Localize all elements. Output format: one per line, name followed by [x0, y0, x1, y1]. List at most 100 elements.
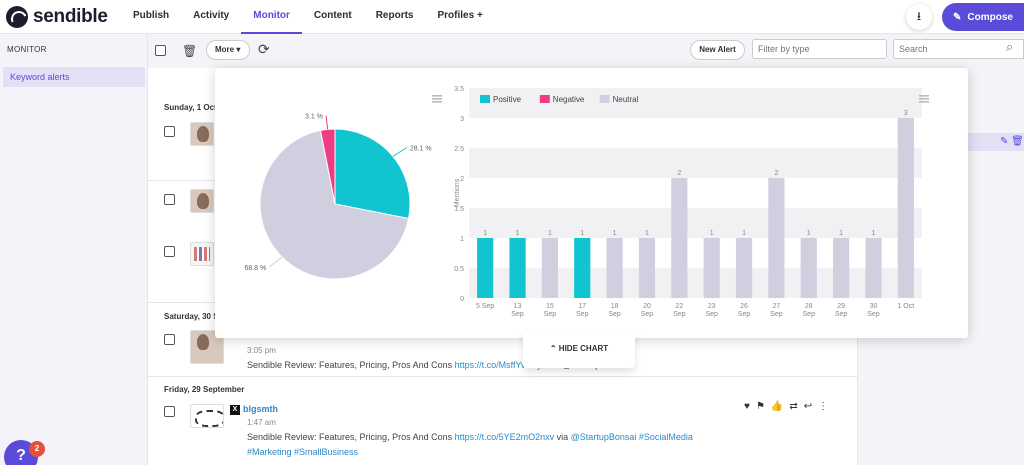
- row-divider: [148, 376, 858, 377]
- date-heading: Friday, 29 September: [164, 385, 245, 394]
- trash-icon[interactable]: 🗑: [182, 44, 198, 58]
- bar-value-label: 1: [645, 230, 649, 237]
- nav-activity[interactable]: Activity: [193, 10, 230, 21]
- sentiment-pie-chart: 28.1 % 68.8 % 3.1 %: [244, 95, 442, 280]
- pie-menu-icon[interactable]: [432, 95, 442, 103]
- nav-monitor[interactable]: Monitor: [241, 0, 302, 34]
- bar-1[interactable]: [509, 238, 526, 298]
- bar-12[interactable]: [865, 238, 882, 298]
- bar-3[interactable]: [574, 238, 591, 298]
- sidebar: MONITOR Keyword alerts: [0, 34, 148, 465]
- row-checkbox[interactable]: [164, 126, 175, 137]
- x-tick-label: Sep: [738, 311, 751, 318]
- x-tick-label: 28: [805, 303, 813, 310]
- upload-button[interactable]: ⭳: [906, 4, 932, 30]
- filter-by-type-input[interactable]: [752, 39, 887, 59]
- more-button[interactable]: More ▾: [206, 40, 250, 60]
- bar-value-label: 1: [839, 230, 843, 237]
- edit-icon[interactable]: ✎: [1000, 136, 1009, 147]
- bar-7[interactable]: [703, 238, 720, 298]
- nav-content[interactable]: Content: [313, 10, 352, 21]
- x-twitter-icon: X: [230, 405, 240, 415]
- avatar: [190, 242, 214, 266]
- compose-button[interactable]: ✎ Compose: [942, 3, 1024, 31]
- bar-2[interactable]: [541, 238, 558, 298]
- trash-icon[interactable]: 🗑: [1011, 136, 1024, 147]
- x-tick-label: 17: [578, 303, 586, 310]
- pie-label: 68.8 %: [244, 265, 266, 272]
- search-input[interactable]: [893, 39, 1024, 59]
- post-handle[interactable]: @StartupBonsai: [570, 432, 637, 442]
- reply-icon[interactable]: ↩: [803, 401, 813, 412]
- post-link[interactable]: https://t.co/MsffYvSFyil: [454, 360, 546, 370]
- thumbs-up-icon[interactable]: 👍: [770, 401, 784, 412]
- bar-value-label: 2: [677, 170, 681, 177]
- nav-profiles[interactable]: Profiles +: [437, 10, 483, 21]
- search-icon[interactable]: ⌕: [1006, 39, 1014, 54]
- logo-text: sendible: [33, 6, 108, 27]
- nav-publish[interactable]: Publish: [133, 10, 170, 21]
- pie-slice-negative[interactable]: [319, 128, 336, 205]
- bar-10[interactable]: [800, 238, 817, 298]
- more-vertical-icon[interactable]: ⋮: [818, 401, 829, 412]
- pie-leader-line: [392, 147, 408, 157]
- right-panel-actions: ✎ 🗑: [1000, 136, 1024, 147]
- bar-13[interactable]: [897, 118, 914, 298]
- bar-4[interactable]: [606, 238, 623, 298]
- new-alert-button[interactable]: New Alert: [690, 40, 745, 60]
- y-tick-label: 1.5: [454, 206, 464, 213]
- post-text-body: Sendible Review: Features, Pricing, Pros…: [247, 432, 455, 442]
- bar-0[interactable]: [477, 238, 494, 298]
- pie-slice-neutral[interactable]: [259, 129, 410, 280]
- post-hashtags-line2[interactable]: #Marketing #SmallBusiness: [247, 447, 359, 457]
- date-heading: Saturday, 30 S: [164, 312, 219, 321]
- y-tick-label: 0: [460, 296, 464, 303]
- post-link[interactable]: https://t.co/5YE2mO2nxv: [454, 432, 555, 442]
- x-tick-label: 13: [514, 303, 522, 310]
- sidebar-item-keyword-alerts[interactable]: Keyword alerts: [3, 67, 145, 87]
- bar-value-label: 1: [580, 230, 584, 237]
- post-text: Sendible Review: Features, Pricing, Pros…: [247, 358, 767, 373]
- x-tick-label: 18: [611, 303, 619, 310]
- bar-value-label: 1: [742, 230, 746, 237]
- post-hashtags[interactable]: #SocialMedia: [636, 432, 693, 442]
- pie-label: 3.1 %: [305, 113, 323, 120]
- hide-chart-button[interactable]: ⌃ HIDE CHART: [523, 332, 635, 368]
- x-tick-label: 22: [675, 303, 683, 310]
- x-tick-label: 26: [740, 303, 748, 310]
- bar-6[interactable]: [671, 178, 688, 298]
- row-checkbox[interactable]: [164, 194, 175, 205]
- like-icon[interactable]: ♥: [744, 401, 750, 412]
- x-tick-label: 29: [837, 303, 845, 310]
- logo[interactable]: sendible: [6, 6, 108, 28]
- bar-11[interactable]: [833, 238, 850, 298]
- bar-9[interactable]: [768, 178, 785, 298]
- tag-icon[interactable]: ⚑: [755, 401, 765, 412]
- x-tick-label: 27: [772, 303, 780, 310]
- legend-label-positive[interactable]: Positive: [493, 95, 522, 104]
- post-author[interactable]: blgsmth: [243, 404, 278, 414]
- bar-5[interactable]: [638, 238, 656, 298]
- legend-swatch-negative: [539, 95, 550, 103]
- post-text-body: Sendible Review: Features, Pricing, Pros…: [247, 360, 455, 370]
- retweet-icon[interactable]: ⇄: [789, 401, 798, 412]
- legend-label-negative[interactable]: Negative: [553, 95, 585, 104]
- compose-label: Compose: [967, 11, 1013, 23]
- x-tick-label: Sep: [770, 311, 783, 318]
- grid-band: [469, 208, 922, 238]
- legend-label-neutral[interactable]: Neutral: [613, 95, 639, 104]
- select-all-checkbox[interactable]: [155, 45, 166, 56]
- x-tick-label: 1 Oct: [897, 303, 914, 310]
- pie-slice-positive[interactable]: [334, 128, 411, 220]
- logo-icon: [6, 6, 28, 28]
- row-checkbox[interactable]: [164, 406, 175, 417]
- refresh-icon[interactable]: ⟳: [258, 41, 270, 57]
- grid-band: [469, 88, 922, 118]
- x-tick-label: 20: [643, 303, 651, 310]
- bar-menu-icon[interactable]: [919, 95, 929, 103]
- bar-8[interactable]: [735, 238, 753, 298]
- row-checkbox[interactable]: [164, 246, 175, 257]
- nav-reports[interactable]: Reports: [375, 10, 414, 21]
- row-checkbox[interactable]: [164, 334, 175, 345]
